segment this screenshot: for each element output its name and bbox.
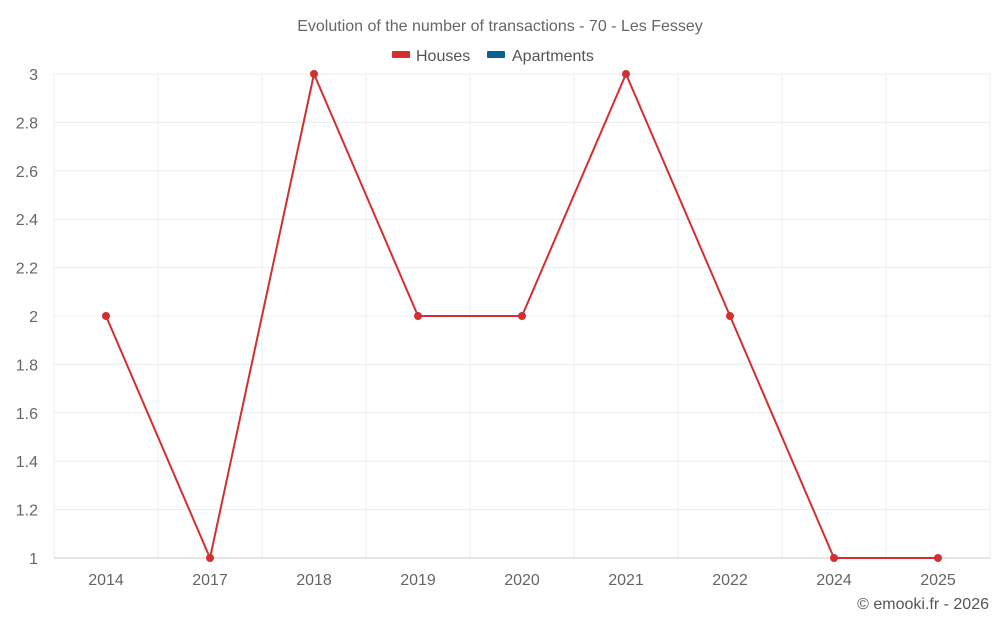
data-point-houses[interactable] (726, 312, 734, 320)
y-tick-label: 1.4 (16, 454, 38, 471)
y-tick-label: 3 (29, 67, 38, 84)
x-tick-label: 2025 (920, 572, 956, 589)
data-point-houses[interactable] (934, 554, 942, 562)
legend: Houses Apartments (392, 48, 594, 65)
y-tick-label: 1.6 (16, 406, 38, 423)
y-tick-label: 1 (29, 551, 38, 568)
x-tick-label: 2022 (712, 572, 748, 589)
y-tick-label: 2.4 (16, 212, 38, 229)
horizontal-gridlines (54, 73, 990, 511)
x-tick-label: 2020 (504, 572, 540, 589)
x-tick-label: 2024 (816, 572, 852, 589)
legend-swatch-apartments (487, 51, 505, 58)
y-tick-label: 2.2 (16, 261, 38, 278)
data-point-houses[interactable] (830, 554, 838, 562)
y-axis-ticks: 1 1.2 1.4 1.6 1.8 2 2.2 2.4 2.6 2.8 3 (16, 67, 38, 568)
data-point-houses[interactable] (622, 70, 630, 78)
x-tick-label: 2019 (400, 572, 436, 589)
legend-label-apartments: Apartments (512, 48, 594, 65)
y-tick-label: 2.6 (16, 164, 38, 181)
x-axis-ticks: 2014 2017 2018 2019 2020 2021 2022 2024 2025 (88, 572, 956, 589)
data-point-houses[interactable] (206, 554, 214, 562)
data-point-houses[interactable] (518, 312, 526, 320)
y-tick-label: 2.8 (16, 115, 38, 132)
data-point-houses[interactable] (414, 312, 422, 320)
data-point-houses[interactable] (102, 312, 110, 320)
legend-swatch-houses (392, 51, 410, 58)
y-tick-label: 2 (29, 309, 38, 326)
legend-item-houses[interactable]: Houses (392, 48, 470, 65)
x-tick-label: 2021 (608, 572, 644, 589)
credit-text: © emooki.fr - 2026 (857, 596, 989, 613)
x-tick-label: 2018 (296, 572, 332, 589)
data-point-houses[interactable] (310, 70, 318, 78)
chart-title: Evolution of the number of transactions … (297, 18, 703, 35)
x-tick-label: 2017 (192, 572, 228, 589)
y-tick-label: 1.2 (16, 503, 38, 520)
legend-item-apartments[interactable]: Apartments (487, 48, 594, 65)
series-layer (102, 70, 942, 562)
y-tick-label: 1.8 (16, 357, 38, 374)
legend-label-houses: Houses (416, 48, 470, 65)
x-tick-label: 2014 (88, 572, 124, 589)
